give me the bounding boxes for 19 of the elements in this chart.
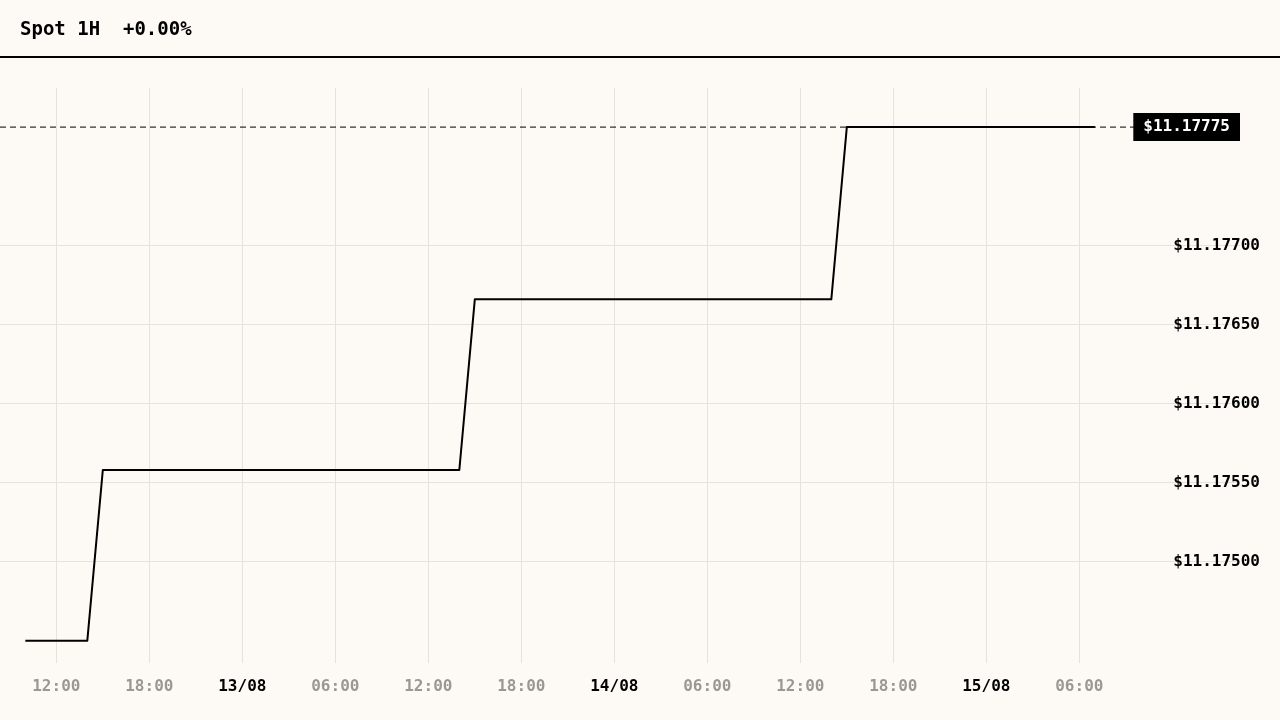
- x-tick-label: 06:00: [311, 675, 360, 695]
- y-tick-label: $11.17600: [1173, 392, 1260, 412]
- x-tick-label: 06:00: [683, 675, 732, 695]
- x-tick-label: 18:00: [125, 675, 174, 695]
- ref-line-label: $11.17775: [1143, 116, 1230, 136]
- x-tick-label: 18:00: [497, 675, 546, 695]
- x-tick-label: 18:00: [869, 675, 918, 695]
- x-tick-label: 15/08: [962, 675, 1011, 695]
- x-tick-label: 13/08: [218, 675, 267, 695]
- x-tick-label: 12:00: [404, 675, 453, 695]
- y-tick-label: $11.17550: [1173, 471, 1260, 491]
- chart-title: Spot 1H +0.00%: [0, 0, 1280, 58]
- y-tick-label: $11.17650: [1173, 313, 1260, 333]
- x-tick-label: 12:00: [776, 675, 825, 695]
- y-tick-label: $11.17700: [1173, 234, 1260, 254]
- y-tick-label: $11.17500: [1173, 550, 1260, 570]
- x-tick-label: 06:00: [1055, 675, 1104, 695]
- x-tick-label: 12:00: [32, 675, 81, 695]
- x-tick-label: 14/08: [590, 675, 639, 695]
